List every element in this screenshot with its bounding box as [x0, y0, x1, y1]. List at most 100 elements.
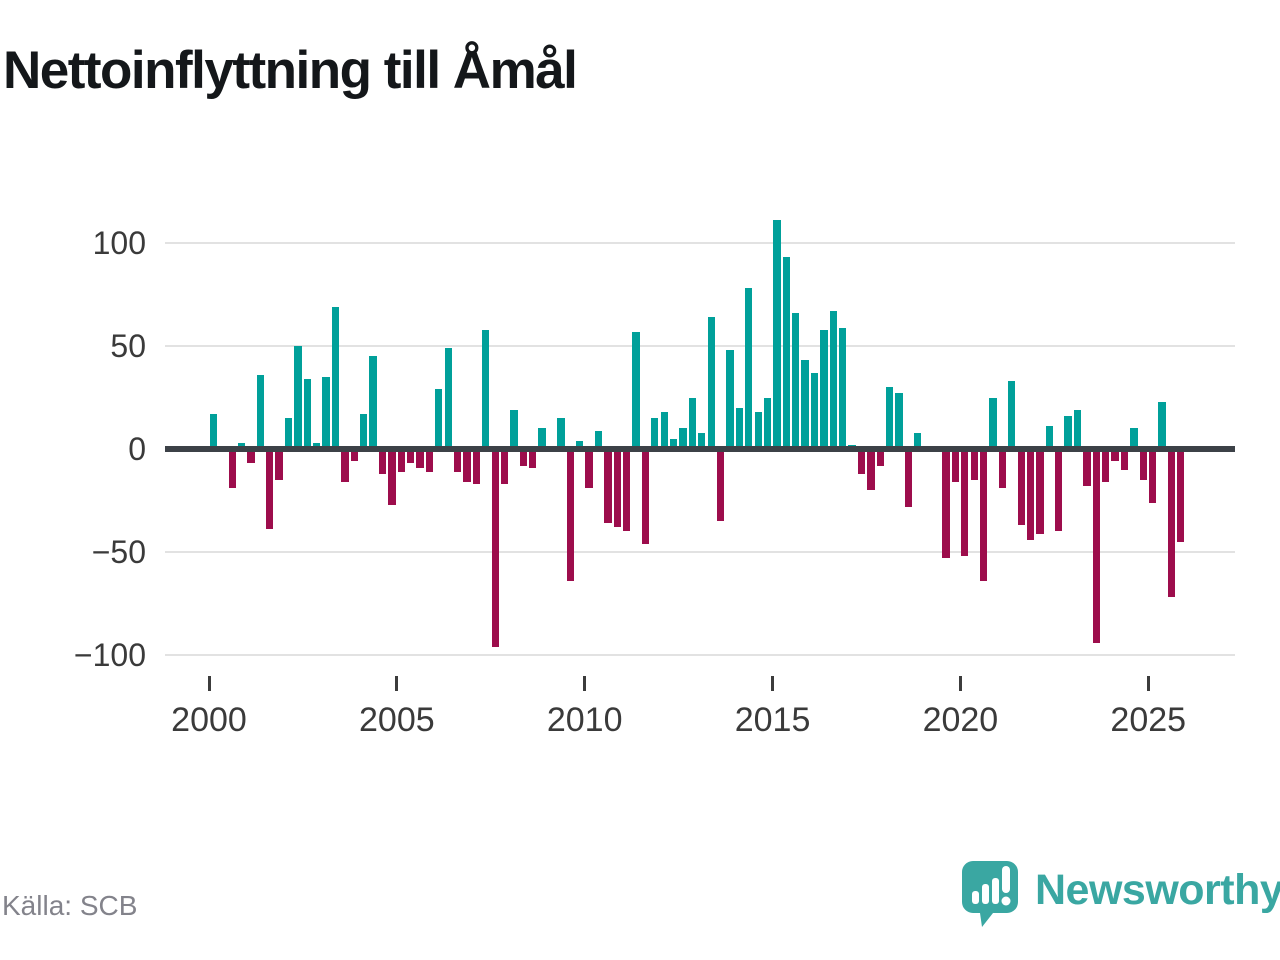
- gridline-y-100: [165, 242, 1235, 244]
- gridline-y--50: [165, 551, 1235, 553]
- bar-2010-Q1: [585, 449, 593, 489]
- newsworthy-logo: Newsworthy: [961, 860, 1280, 928]
- bar-2013-Q3: [716, 449, 725, 522]
- bar-2021-Q1: [998, 449, 1007, 489]
- bar-2007-Q3: [491, 449, 499, 647]
- bar-2022-Q2: [1045, 426, 1053, 449]
- bar-2008-Q3: [529, 449, 537, 468]
- bar-2023-Q3: [1092, 449, 1100, 643]
- x-axis-tick-label: 2010: [546, 701, 623, 739]
- bar-2016-Q4: [839, 327, 847, 449]
- newsworthy-logo-text: Newsworthy: [1035, 865, 1280, 914]
- bar-2002-Q1: [284, 418, 293, 449]
- bar-2010-Q3: [604, 449, 612, 524]
- bar-2006-Q4: [463, 449, 471, 482]
- bar-2014-Q1: [735, 407, 744, 449]
- x-axis-tick-2015: [771, 676, 775, 691]
- bar-2022-Q3: [1055, 449, 1063, 532]
- x-axis-tick-label: 2005: [359, 701, 435, 739]
- bar-2014-Q3: [754, 411, 762, 449]
- bar-2006-Q2: [444, 348, 452, 449]
- bar-2014-Q4: [763, 397, 772, 449]
- bar-2025-Q3: [1167, 449, 1176, 598]
- bar-2011-Q2: [632, 331, 640, 449]
- x-axis-tick-2025: [1146, 676, 1150, 691]
- y-axis-tick-label: 50: [110, 328, 146, 364]
- y-axis-tick-label: 100: [92, 225, 146, 261]
- bar-2010-Q2: [594, 430, 603, 449]
- x-axis-tick-label: 2000: [171, 701, 247, 739]
- bar-2010-Q4: [613, 449, 621, 528]
- gridline-y-50: [165, 345, 1235, 347]
- bar-2012-Q2: [669, 438, 678, 449]
- y-axis-tick-label: 0: [128, 431, 146, 467]
- bar-2023-Q2: [1083, 449, 1091, 487]
- bar-2009-Q3: [566, 449, 574, 581]
- bar-2012-Q4: [688, 397, 697, 449]
- bar-2005-Q1: [397, 449, 405, 472]
- bar-2000-Q4: [237, 442, 246, 449]
- bar-2020-Q2: [970, 449, 978, 480]
- bar-2012-Q1: [660, 411, 668, 449]
- bar-2016-Q1: [810, 372, 819, 449]
- bar-2003-Q1: [322, 376, 330, 449]
- bar-2000-Q3: [228, 449, 236, 489]
- bar-2015-Q3: [792, 313, 800, 449]
- bar-2005-Q2: [406, 449, 415, 464]
- bar-2025-Q4: [1177, 449, 1185, 542]
- y-axis-tick-label: −50: [91, 534, 146, 570]
- x-axis-tick-2005: [395, 676, 399, 691]
- x-axis-tick-label: 2015: [734, 701, 811, 739]
- bar-2003-Q4: [350, 449, 358, 462]
- bar-2001-Q1: [247, 449, 255, 464]
- bar-2018-Q4: [914, 432, 922, 449]
- bar-2011-Q1: [623, 449, 631, 532]
- bar-2023-Q1: [1073, 409, 1082, 449]
- bar-2017-Q3: [867, 449, 875, 491]
- bar-2011-Q3: [641, 449, 650, 544]
- bar-2004-Q2: [369, 356, 377, 449]
- bar-2018-Q2: [895, 393, 903, 449]
- bar-2002-Q4: [313, 442, 321, 449]
- bar-2015-Q2: [782, 257, 790, 449]
- bar-2009-Q4: [576, 440, 584, 449]
- x-axis-tick-2020: [958, 676, 962, 691]
- bar-2015-Q1: [773, 220, 781, 449]
- x-axis-tick-2010: [583, 676, 587, 691]
- bar-2004-Q3: [378, 449, 387, 474]
- bar-2015-Q4: [801, 360, 809, 449]
- chart-title: Nettoinflyttning till Åmål: [3, 41, 578, 100]
- bar-2002-Q3: [303, 379, 311, 449]
- bar-2013-Q1: [698, 432, 706, 449]
- bar-2022-Q1: [1036, 449, 1044, 534]
- bar-2024-Q3: [1130, 428, 1138, 449]
- bar-2008-Q2: [519, 449, 528, 466]
- bar-2025-Q2: [1158, 401, 1166, 449]
- bar-2025-Q1: [1149, 449, 1157, 503]
- newsworthy-speech-bubble-chart-icon: [962, 861, 1018, 927]
- bar-2014-Q2: [745, 288, 753, 449]
- source-note: Källa: SCB: [2, 890, 138, 921]
- bar-2000-Q1: [209, 414, 218, 449]
- bar-2007-Q4: [500, 449, 509, 484]
- bar-2007-Q2: [482, 329, 490, 449]
- bar-2022-Q4: [1064, 416, 1072, 449]
- bar-2001-Q4: [275, 449, 283, 480]
- bar-2018-Q3: [904, 449, 913, 507]
- bar-2024-Q1: [1111, 449, 1119, 462]
- y-axis-tick-label: −100: [73, 637, 146, 673]
- bar-2004-Q1: [360, 414, 368, 449]
- gridline-y--100: [165, 654, 1235, 656]
- x-axis-tick-label: 2025: [1110, 701, 1187, 739]
- bar-2020-Q1: [961, 449, 969, 557]
- bar-2011-Q4: [651, 418, 659, 449]
- bar-2020-Q4: [989, 397, 997, 449]
- bar-2023-Q4: [1102, 449, 1110, 482]
- bar-2005-Q3: [416, 449, 424, 468]
- bar-2021-Q3: [1017, 449, 1025, 526]
- bar-2003-Q3: [341, 449, 349, 482]
- bar-2001-Q3: [266, 449, 274, 530]
- bar-2021-Q4: [1026, 449, 1035, 540]
